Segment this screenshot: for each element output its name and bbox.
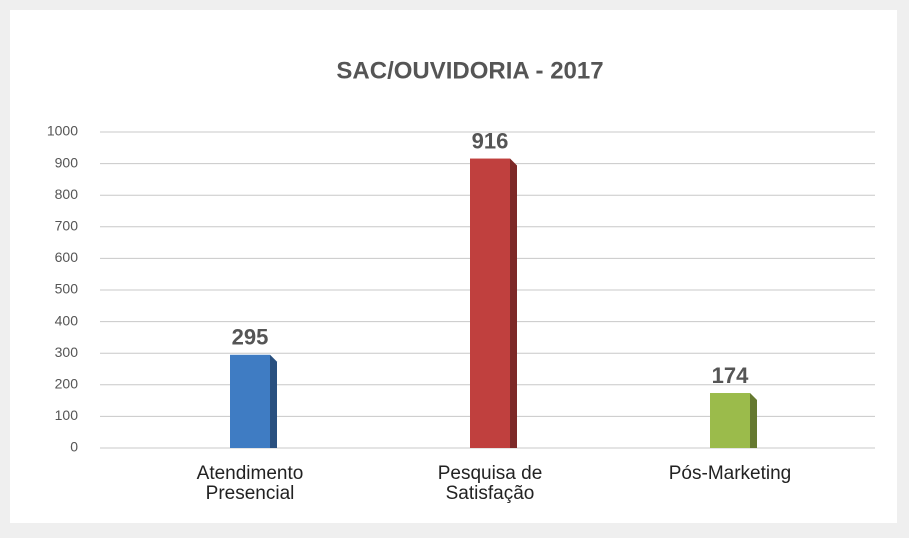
y-tick-label: 0 (70, 439, 78, 455)
y-tick-label: 500 (55, 281, 79, 297)
bar (230, 354, 270, 448)
x-tick-label: Pós-Marketing (668, 463, 792, 484)
y-tick-label: 400 (55, 312, 79, 328)
y-tick-label: 700 (55, 218, 79, 234)
bar-side-shade (270, 354, 277, 448)
bar-side (270, 354, 277, 448)
bar-side-shade (510, 158, 517, 448)
bar-side (750, 393, 757, 448)
x-tick-label: Pesquisa de Satisfação (437, 463, 543, 504)
bar-side (510, 158, 517, 448)
bar (470, 158, 510, 448)
value-label: 916 (472, 128, 509, 153)
y-tick-label: 100 (55, 407, 79, 423)
chart-title: SAC/OUVIDORIA - 2017 (336, 57, 603, 84)
value-label: 295 (232, 325, 269, 350)
y-tick-label: 300 (55, 344, 79, 360)
bar (710, 393, 750, 448)
y-tick-label: 200 (55, 376, 79, 392)
bar-side-shade (750, 393, 757, 448)
y-tick-label: 900 (55, 154, 79, 170)
y-tick-label: 800 (55, 186, 79, 202)
y-tick-label: 600 (55, 249, 79, 265)
x-tick-label: Atendimento Presencial (196, 463, 304, 504)
y-tick-label: 1000 (47, 123, 78, 139)
value-label: 174 (712, 363, 749, 388)
